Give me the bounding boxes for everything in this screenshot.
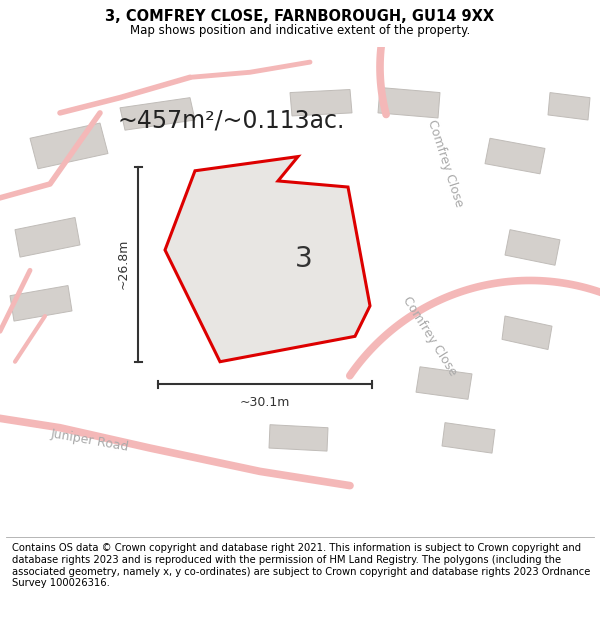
Polygon shape bbox=[290, 89, 352, 116]
Text: ~30.1m: ~30.1m bbox=[240, 396, 290, 409]
Text: Comfrey Close: Comfrey Close bbox=[425, 118, 465, 209]
Text: ~26.8m: ~26.8m bbox=[117, 239, 130, 289]
Polygon shape bbox=[269, 425, 328, 451]
Polygon shape bbox=[30, 123, 108, 169]
Text: Juniper Road: Juniper Road bbox=[50, 428, 130, 454]
Text: Comfrey Close: Comfrey Close bbox=[400, 294, 460, 378]
Polygon shape bbox=[165, 156, 370, 362]
Polygon shape bbox=[120, 98, 195, 130]
Text: 3, COMFREY CLOSE, FARNBOROUGH, GU14 9XX: 3, COMFREY CLOSE, FARNBOROUGH, GU14 9XX bbox=[106, 9, 494, 24]
Polygon shape bbox=[15, 217, 80, 257]
Polygon shape bbox=[505, 229, 560, 265]
Polygon shape bbox=[502, 316, 552, 349]
Polygon shape bbox=[442, 422, 495, 453]
Text: Map shows position and indicative extent of the property.: Map shows position and indicative extent… bbox=[130, 24, 470, 36]
Polygon shape bbox=[416, 367, 472, 399]
Text: 3: 3 bbox=[295, 245, 313, 273]
Text: ~457m²/~0.113ac.: ~457m²/~0.113ac. bbox=[118, 108, 346, 132]
Polygon shape bbox=[10, 286, 72, 321]
Polygon shape bbox=[485, 138, 545, 174]
Text: Contains OS data © Crown copyright and database right 2021. This information is : Contains OS data © Crown copyright and d… bbox=[12, 543, 590, 588]
Polygon shape bbox=[548, 92, 590, 120]
Polygon shape bbox=[378, 88, 440, 118]
